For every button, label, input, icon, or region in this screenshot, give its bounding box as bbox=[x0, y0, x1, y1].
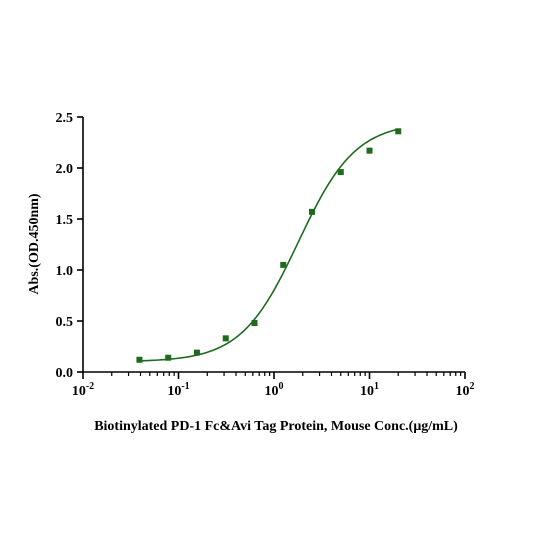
y-tick-label: 0.0 bbox=[56, 366, 74, 381]
x-ticks: 10-2 10-1 100 101 102 bbox=[72, 372, 475, 399]
x-tick-base: 10 bbox=[167, 384, 181, 399]
x-tick-label: 100 bbox=[265, 381, 284, 399]
y-tick-label: 1.0 bbox=[56, 264, 74, 279]
x-axis-label: Biotinylated PD-1 Fc&Avi Tag Protein, Mo… bbox=[94, 419, 458, 434]
x-tick-label: 101 bbox=[360, 381, 379, 399]
x-tick-exponent: -1 bbox=[181, 381, 189, 392]
y-tick-label: 2.0 bbox=[56, 162, 74, 177]
x-tick-exponent: -2 bbox=[86, 381, 94, 392]
data-points bbox=[136, 128, 402, 363]
axes bbox=[82, 117, 465, 373]
data-point bbox=[222, 335, 229, 342]
x-tick-exponent: 2 bbox=[470, 381, 475, 392]
x-tick-label: 102 bbox=[456, 381, 475, 399]
x-tick-base: 10 bbox=[456, 384, 470, 399]
data-point bbox=[193, 349, 200, 356]
x-tick-base: 10 bbox=[72, 384, 86, 399]
data-point bbox=[309, 208, 316, 215]
x-tick-exponent: 1 bbox=[374, 381, 379, 392]
x-tick-exponent: 0 bbox=[279, 381, 284, 392]
data-point bbox=[280, 261, 287, 268]
x-tick-base: 10 bbox=[265, 384, 279, 399]
data-point bbox=[165, 354, 172, 361]
data-point bbox=[366, 147, 373, 154]
data-point bbox=[251, 320, 258, 327]
y-ticks: 0.0 0.5 1.0 1.5 2.0 2.5 bbox=[56, 111, 83, 381]
y-tick-label: 2.5 bbox=[56, 111, 74, 126]
data-point bbox=[395, 128, 402, 135]
data-point bbox=[136, 356, 143, 363]
y-axis-label: Abs.(OD.450nm) bbox=[27, 193, 42, 294]
x-tick-label: 10-2 bbox=[72, 381, 94, 399]
fit-curve bbox=[139, 128, 399, 362]
data-point bbox=[337, 169, 344, 176]
y-tick-label: 0.5 bbox=[56, 315, 74, 330]
x-tick-base: 10 bbox=[360, 384, 374, 399]
x-tick-label: 10-1 bbox=[167, 381, 189, 399]
y-tick-label: 1.5 bbox=[56, 213, 74, 228]
